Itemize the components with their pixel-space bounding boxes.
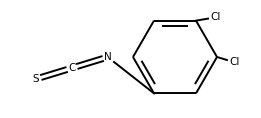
Text: C: C (68, 63, 76, 73)
Text: N: N (104, 52, 112, 62)
Text: S: S (33, 74, 39, 84)
Text: Cl: Cl (210, 12, 220, 22)
Text: Cl: Cl (229, 57, 239, 67)
